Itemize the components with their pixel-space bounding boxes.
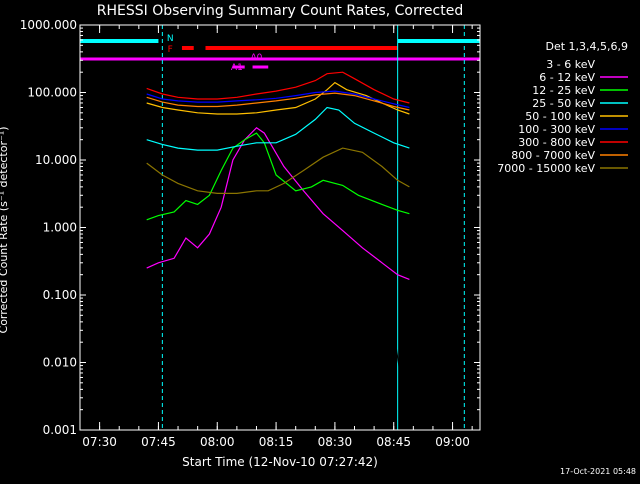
y-tick-label-3: 1.000 bbox=[43, 221, 77, 235]
x-axis-label: Start Time (12-Nov-10 07:27:42) bbox=[182, 455, 378, 469]
y-tick-label-4: 10.000 bbox=[35, 153, 77, 167]
series-line-1 bbox=[146, 127, 410, 280]
series-line-6 bbox=[146, 71, 410, 104]
y-tick-label-1: 0.010 bbox=[43, 356, 77, 370]
series-line-5 bbox=[146, 90, 410, 109]
legend-label-4: 50 - 100 keV bbox=[525, 110, 595, 123]
x-tick-label-4: 08:30 bbox=[318, 435, 353, 449]
legend-label-6: 300 - 800 keV bbox=[518, 136, 595, 149]
series-line-3 bbox=[146, 106, 410, 151]
x-tick-label-1: 07:45 bbox=[141, 435, 176, 449]
x-tick-label-6: 09:00 bbox=[435, 435, 470, 449]
legend-label-3: 25 - 50 keV bbox=[532, 97, 595, 110]
legend-label-8: 7000 - 15000 keV bbox=[497, 162, 595, 175]
x-tick-label-5: 08:45 bbox=[376, 435, 411, 449]
y-tick-label-5: 100.000 bbox=[27, 86, 77, 100]
y-axis-label: Corrected Count Rate (s⁻¹ detector⁻¹) bbox=[0, 127, 10, 334]
legend-label-0: 3 - 6 keV bbox=[546, 58, 595, 71]
y-tick-label-6: 1000.000 bbox=[20, 18, 77, 32]
legend-title: Det 1,3,4,5,6,9 bbox=[545, 40, 628, 53]
x-tick-label-3: 08:15 bbox=[259, 435, 294, 449]
x-tick-label-2: 08:00 bbox=[200, 435, 235, 449]
legend-label-2: 12 - 25 keV bbox=[532, 84, 595, 97]
attenuator-0-label: A0 bbox=[251, 53, 263, 63]
chart-title: RHESSI Observing Summary Count Rates, Co… bbox=[97, 3, 463, 19]
series-line-2 bbox=[146, 132, 410, 221]
footer-date: 17-Oct-2021 05:48 bbox=[560, 467, 636, 476]
flare-bar-label: F bbox=[168, 45, 173, 55]
legend-label-1: 6 - 12 keV bbox=[539, 71, 595, 84]
x-tick-label-0: 07:30 bbox=[82, 435, 117, 449]
series-line-8 bbox=[146, 147, 410, 194]
legend-label-7: 800 - 7000 keV bbox=[511, 149, 595, 162]
y-tick-label-2: 0.100 bbox=[43, 288, 77, 302]
series-line-7 bbox=[146, 92, 410, 111]
legend-label-5: 100 - 300 keV bbox=[518, 123, 595, 136]
series-line-0 bbox=[146, 184, 410, 390]
y-tick-label-0: 0.001 bbox=[43, 423, 77, 437]
night-bar-label: N bbox=[167, 34, 174, 44]
plot-area: NF A0 A1 0.001 0.010 0.100 1.000 10.000 100.000 1… bbox=[20, 18, 481, 449]
attenuator-1-label: A1 bbox=[231, 63, 243, 73]
